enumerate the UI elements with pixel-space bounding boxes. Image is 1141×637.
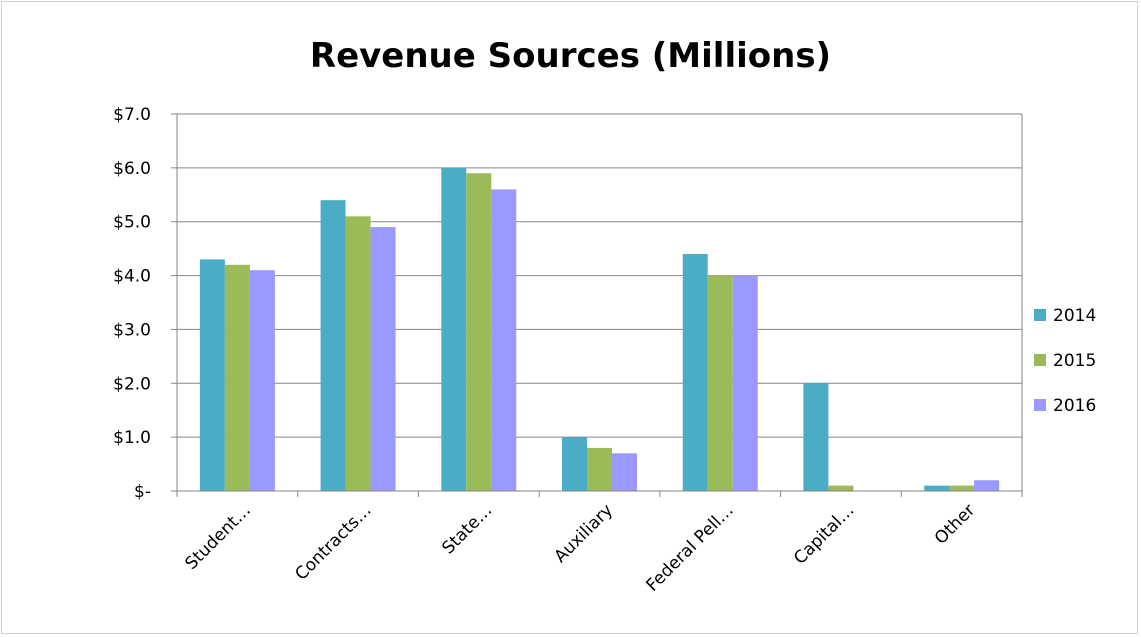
legend-swatch-2014 [1034, 309, 1046, 321]
x-tick-label: Auxiliary [550, 500, 617, 567]
bar-2014-2 [441, 167, 467, 491]
bar-2016-6 [974, 480, 1000, 491]
bar-2014-3 [562, 437, 587, 491]
axes [176, 113, 1023, 492]
bar-2015-2 [466, 173, 492, 491]
legend-swatch-2016 [1034, 399, 1046, 411]
bar-2014-0 [199, 259, 225, 491]
legend: 2014 2015 2016 [1034, 306, 1096, 416]
bar-2015-6 [949, 485, 975, 491]
x-tick-label: Student… [181, 500, 254, 573]
bar-2015-5 [828, 485, 854, 491]
y-tick-label: $7.0 [113, 105, 151, 125]
bar-2014-1 [320, 200, 346, 491]
y-tick-label: $2.0 [113, 374, 151, 394]
bar-2016-0 [249, 270, 275, 491]
y-axis-ticks: $- $1.0 $2.0 $3.0 $4.0 $5.0 $6.0 $7.0 [113, 105, 177, 502]
x-tick-label: Federal Pell… [643, 500, 738, 595]
bar-2015-3 [587, 447, 612, 491]
bars [199, 167, 1000, 492]
y-tick-label: $1.0 [113, 428, 151, 448]
x-tick-label: State… [438, 500, 496, 558]
bar-2015-1 [345, 216, 371, 492]
bar-2016-3 [612, 453, 637, 491]
x-axis-ticks: Student… Contracts… State… Auxiliary Federal… [176, 491, 1023, 596]
bar-2014-4 [682, 254, 708, 491]
bar-2015-4 [707, 275, 733, 491]
y-tick-label: $- [134, 482, 151, 502]
x-tick-label: Capital… [790, 500, 858, 568]
y-tick-label: $6.0 [113, 159, 151, 179]
legend-swatch-2015 [1034, 354, 1046, 366]
y-tick-label: $3.0 [113, 320, 151, 340]
bar-2016-4 [732, 275, 758, 491]
bar-2016-2 [491, 189, 517, 491]
bar-2014-5 [803, 383, 829, 491]
legend-label-2014: 2014 [1053, 306, 1096, 326]
x-tick-label: Contracts… [291, 500, 375, 584]
bar-2014-6 [924, 485, 950, 491]
bar-2015-0 [224, 264, 250, 491]
legend-label-2015: 2015 [1053, 351, 1096, 371]
chart-title: Revenue Sources (Millions) [309, 36, 832, 76]
legend-label-2016: 2016 [1053, 396, 1096, 416]
x-tick-label: Other [931, 500, 979, 548]
y-tick-label: $4.0 [113, 267, 151, 287]
bar-2016-1 [370, 227, 396, 491]
gridlines [177, 113, 1022, 438]
y-tick-label: $5.0 [113, 213, 151, 233]
